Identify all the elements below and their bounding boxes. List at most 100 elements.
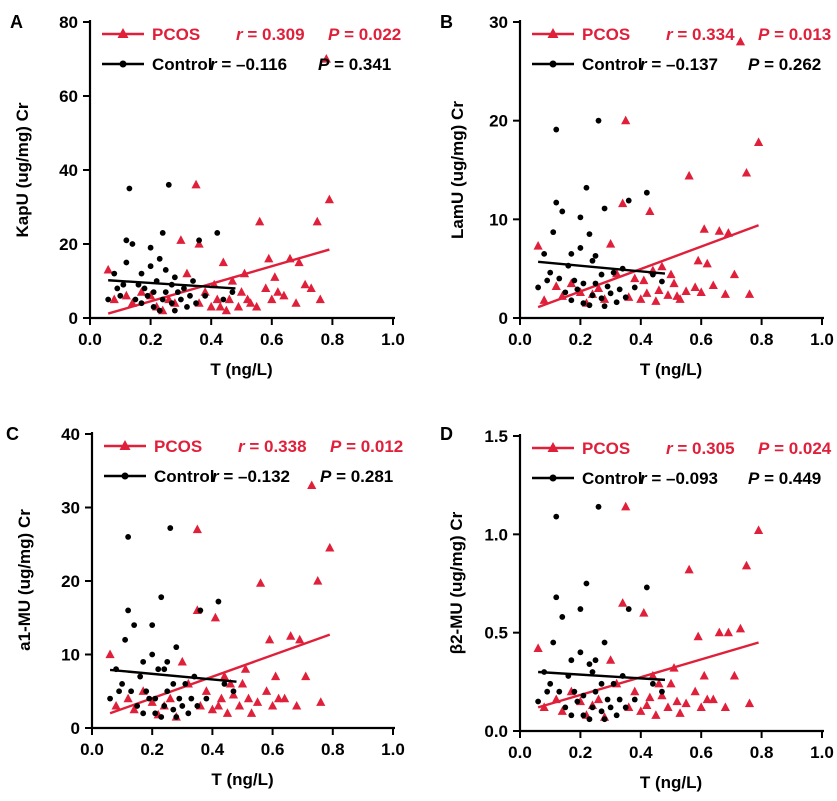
pcos-point (105, 649, 115, 659)
control-point (185, 710, 192, 717)
y-tick-label: 40 (59, 161, 78, 180)
pcos-point (621, 115, 631, 125)
pcos-point (206, 301, 216, 311)
control-point (174, 289, 181, 295)
control-point (568, 297, 575, 304)
control-point (601, 303, 608, 310)
control-point (622, 294, 629, 301)
control-point (143, 688, 150, 695)
pcos-r-value: r = 0.309 (236, 25, 305, 44)
control-point (601, 639, 608, 646)
control-point (577, 649, 584, 656)
control-point (123, 259, 130, 266)
control-point (129, 241, 136, 247)
pcos-point (551, 281, 561, 291)
control-point (117, 292, 124, 299)
pcos-point (666, 269, 676, 279)
pcos-point (274, 693, 284, 703)
control-point (625, 197, 632, 204)
pcos-point (663, 702, 673, 711)
x-tick-label: 0.8 (750, 743, 774, 762)
legend-triangle-icon (117, 28, 129, 38)
pcos-point (666, 678, 676, 688)
pcos-point (234, 700, 245, 710)
legend-pcos-label: PCOS (152, 25, 200, 44)
pcos-point (267, 294, 277, 304)
y-tick-label: 30 (61, 499, 80, 518)
x-tick-label: 0.4 (201, 740, 225, 759)
y-tick-label: 0.5 (484, 624, 508, 643)
control-point (158, 594, 165, 601)
control-point (547, 269, 554, 276)
series-pcos (533, 501, 764, 721)
control-point (140, 658, 147, 665)
pcos-point (292, 700, 302, 710)
pcos-point (654, 285, 664, 294)
y-tick-label: 30 (489, 13, 508, 32)
pcos-point (307, 480, 317, 490)
series-control (535, 117, 666, 310)
pcos-point (216, 693, 227, 703)
control-point (220, 296, 227, 303)
control-point (649, 680, 656, 687)
pcos-point (280, 693, 290, 703)
control-point (553, 513, 560, 520)
control-point (589, 704, 596, 711)
control-point (586, 302, 593, 309)
pcos-point (681, 698, 691, 708)
pcos-point (228, 689, 239, 699)
pcos-point (111, 700, 121, 710)
pcos-point (121, 290, 131, 300)
control-point (589, 257, 596, 264)
x-tick-label: 1.0 (381, 330, 405, 349)
pcos-point (218, 257, 228, 267)
control-point (197, 607, 204, 614)
x-tick-label: 0.6 (689, 743, 713, 762)
control-point (613, 712, 620, 719)
pcos-point (681, 286, 691, 295)
control-point (178, 296, 184, 303)
panel-A: A 0.0 0.2 0.4 0.6 0.8 1.0 0 20 40 60 80 T (ng/L) KapU… (10, 12, 405, 379)
control-point (214, 230, 221, 236)
control-point (159, 296, 166, 303)
control-point (610, 680, 617, 687)
y-tick-label: 40 (61, 425, 80, 444)
pcos-point (252, 301, 262, 311)
pcos-point (227, 276, 238, 285)
pcos-point (690, 282, 700, 292)
pcos-point (675, 708, 685, 717)
pcos-point (651, 296, 661, 305)
control-point (604, 283, 611, 290)
pcos-point (221, 305, 231, 315)
pcos-point (264, 634, 275, 644)
control-point (631, 696, 638, 703)
control-r-value: r = –0.116 (210, 55, 287, 74)
pcos-point (699, 224, 709, 233)
control-point (164, 658, 171, 665)
control-point (556, 275, 563, 282)
control-point (592, 280, 599, 287)
control-point (550, 229, 557, 236)
control-point (184, 304, 190, 310)
pcos-point (246, 708, 257, 717)
control-point (161, 703, 168, 709)
control-point (568, 712, 575, 719)
y-axis-title: LamU (ug/mg) Cr (448, 101, 467, 239)
control-point (589, 292, 596, 299)
control-point (170, 681, 177, 687)
control-point (568, 250, 575, 257)
control-point (161, 666, 168, 673)
control-point (149, 622, 156, 628)
pcos-fit-line (109, 633, 331, 715)
pcos-point (741, 167, 752, 177)
control-point (230, 688, 237, 695)
pcos-point (255, 216, 265, 226)
y-tick-label: 1.0 (484, 525, 508, 544)
series-pcos (105, 480, 335, 721)
x-tick-label: 0.4 (629, 743, 653, 762)
control-point (171, 307, 178, 314)
control-point (556, 688, 563, 695)
control-point (598, 295, 605, 302)
legend-control-label: Control (154, 467, 214, 486)
control-point (547, 680, 554, 687)
